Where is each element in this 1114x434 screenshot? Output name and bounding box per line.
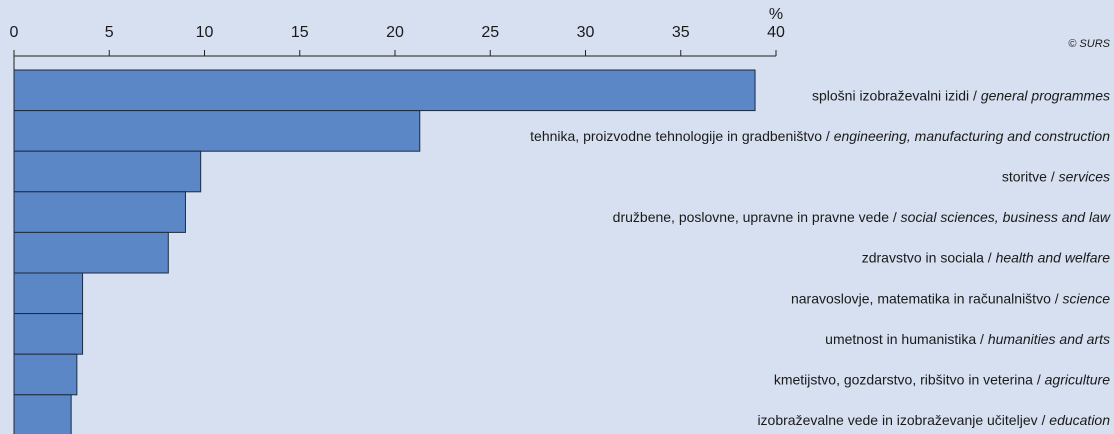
- category-label-en: general programmes: [981, 87, 1110, 103]
- category-label-en: social sciences, business and law: [901, 209, 1111, 225]
- category-label: izobraževalne vede in izobraževanje učit…: [757, 412, 1110, 428]
- x-tick-label: 40: [767, 24, 785, 41]
- x-tick-label: 35: [672, 24, 690, 41]
- category-label: umetnost in humanistika / humanities and…: [825, 331, 1110, 347]
- category-label-en: services: [1059, 168, 1110, 184]
- bar: [13, 231, 169, 274]
- category-label: storitve / services: [1002, 168, 1110, 184]
- bar: [13, 272, 84, 315]
- category-label-sl: umetnost in humanistika /: [825, 331, 984, 347]
- category-label: naravoslovje, matematika in računalništv…: [791, 290, 1110, 306]
- category-label-en: health and welfare: [996, 249, 1111, 265]
- credit: © SURS: [1068, 38, 1110, 50]
- category-label: zdravstvo in sociala / health and welfar…: [862, 249, 1110, 265]
- category-label-sl: naravoslovje, matematika in računalništv…: [791, 290, 1059, 306]
- category-label-en: humanities and arts: [988, 331, 1110, 347]
- category-label-sl: kmetijstvo, gozdarstvo, ribšitvo in vete…: [774, 371, 1041, 387]
- category-label-en: education: [1049, 412, 1110, 428]
- axis-unit: %: [769, 6, 783, 23]
- category-label: kmetijstvo, gozdarstvo, ribšitvo in vete…: [774, 371, 1110, 387]
- x-tick-label: 10: [196, 24, 214, 41]
- category-label-en: science: [1063, 290, 1111, 306]
- x-tick-label: 15: [291, 24, 309, 41]
- bar: [13, 313, 84, 355]
- category-label: družbene, poslovne, upravne in pravne ve…: [613, 209, 1111, 225]
- category-label-sl: storitve /: [1002, 168, 1055, 184]
- bar: [13, 110, 421, 152]
- bar: [13, 353, 78, 396]
- x-tick-label: 20: [386, 24, 404, 41]
- x-tick-label: 25: [481, 24, 499, 41]
- category-label-en: agriculture: [1045, 371, 1111, 387]
- bar: [13, 394, 72, 434]
- x-tick-label: 5: [105, 24, 114, 41]
- category-label: splošni izobraževalni izidi / general pr…: [812, 87, 1110, 103]
- category-label-sl: splošni izobraževalni izidi /: [812, 87, 977, 103]
- bar: [13, 69, 756, 112]
- bar: [13, 191, 186, 233]
- category-label: tehnika, proizvodne tehnologije in gradb…: [530, 128, 1110, 144]
- x-tick-label: 30: [577, 24, 595, 41]
- category-label-sl: izobraževalne vede in izobraževanje učit…: [757, 412, 1045, 428]
- category-label-sl: zdravstvo in sociala /: [862, 249, 992, 265]
- category-label-sl: družbene, poslovne, upravne in pravne ve…: [613, 209, 897, 225]
- bar: [13, 150, 202, 193]
- category-label-en: engineering, manufacturing and construct…: [834, 128, 1111, 144]
- x-tick-label: 0: [10, 24, 19, 41]
- category-label-sl: tehnika, proizvodne tehnologije in gradb…: [530, 128, 830, 144]
